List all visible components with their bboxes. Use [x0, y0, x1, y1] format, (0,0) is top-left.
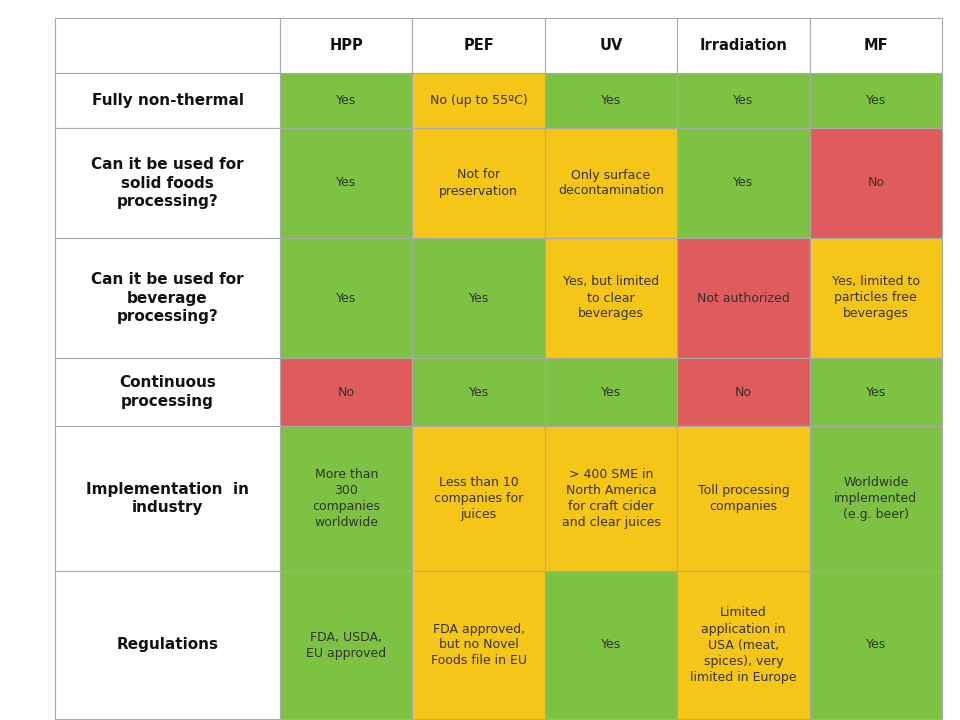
Bar	[809, 73, 942, 128]
Text: No: No	[735, 385, 752, 398]
Bar	[677, 426, 809, 571]
Text: FDA approved,
but no Novel
Foods file in EU: FDA approved, but no Novel Foods file in…	[431, 623, 527, 667]
Text: Irradiation: Irradiation	[700, 38, 787, 53]
Text: FDA, USDA,
EU approved: FDA, USDA, EU approved	[306, 631, 386, 660]
Bar	[280, 18, 413, 73]
Text: No: No	[867, 176, 884, 189]
Bar	[413, 358, 544, 426]
Text: Worldwide
implemented
(e.g. beer): Worldwide implemented (e.g. beer)	[834, 476, 918, 521]
Bar	[677, 238, 809, 358]
Bar	[55, 73, 280, 128]
Bar	[413, 128, 544, 238]
Bar	[809, 18, 942, 73]
Bar	[280, 358, 413, 426]
Bar	[677, 571, 809, 719]
Bar	[280, 571, 413, 719]
Text: Not authorized: Not authorized	[697, 292, 790, 305]
Text: Regulations: Regulations	[116, 637, 219, 652]
Bar	[809, 426, 942, 571]
Bar	[280, 426, 413, 571]
Text: Yes: Yes	[733, 176, 754, 189]
Bar	[55, 238, 280, 358]
Text: MF: MF	[863, 38, 888, 53]
Bar	[677, 18, 809, 73]
Bar	[544, 18, 677, 73]
Text: Less than 10
companies for
juices: Less than 10 companies for juices	[434, 476, 523, 521]
Bar	[280, 128, 413, 238]
Bar	[413, 571, 544, 719]
Bar	[413, 18, 544, 73]
Text: Yes: Yes	[468, 292, 489, 305]
Text: No: No	[338, 385, 354, 398]
Text: Yes: Yes	[336, 94, 356, 107]
Text: > 400 SME in
North America
for craft cider
and clear juices: > 400 SME in North America for craft cid…	[562, 468, 660, 529]
Text: Can it be used for
beverage
processing?: Can it be used for beverage processing?	[91, 272, 244, 324]
Text: Yes: Yes	[601, 639, 621, 652]
Text: PEF: PEF	[464, 38, 494, 53]
Bar	[280, 73, 413, 128]
Text: HPP: HPP	[329, 38, 363, 53]
Text: UV: UV	[599, 38, 623, 53]
Bar	[544, 73, 677, 128]
Bar	[677, 128, 809, 238]
Text: Implementation  in
industry: Implementation in industry	[86, 482, 249, 516]
Bar	[413, 73, 544, 128]
Text: Yes: Yes	[336, 292, 356, 305]
Text: Can it be used for
solid foods
processing?: Can it be used for solid foods processin…	[91, 157, 244, 209]
Text: Toll processing
companies: Toll processing companies	[698, 484, 789, 513]
Text: Yes: Yes	[468, 385, 489, 398]
Text: Yes: Yes	[601, 94, 621, 107]
Bar	[413, 426, 544, 571]
Text: Yes: Yes	[866, 94, 886, 107]
Bar	[544, 128, 677, 238]
Bar	[809, 238, 942, 358]
Bar	[55, 128, 280, 238]
Text: Limited
application in
USA (meat,
spices), very
limited in Europe: Limited application in USA (meat, spices…	[690, 606, 797, 683]
Text: Fully non-thermal: Fully non-thermal	[91, 93, 244, 108]
Text: Yes, limited to
particles free
beverages: Yes, limited to particles free beverages	[831, 276, 920, 320]
Bar	[55, 571, 280, 719]
Bar	[55, 358, 280, 426]
Bar	[809, 358, 942, 426]
Text: Not for
preservation: Not for preservation	[439, 168, 518, 197]
Bar	[544, 238, 677, 358]
Text: Yes: Yes	[866, 639, 886, 652]
Text: Yes: Yes	[866, 385, 886, 398]
Bar	[55, 18, 280, 73]
Bar	[809, 128, 942, 238]
Text: Continuous
processing: Continuous processing	[119, 375, 216, 409]
Bar	[280, 238, 413, 358]
Bar	[544, 571, 677, 719]
Text: Yes: Yes	[336, 176, 356, 189]
Text: No (up to 55ºC): No (up to 55ºC)	[430, 94, 527, 107]
Bar	[809, 571, 942, 719]
Text: Yes, but limited
to clear
beverages: Yes, but limited to clear beverages	[563, 276, 660, 320]
Bar	[544, 358, 677, 426]
Text: Only surface
decontamination: Only surface decontamination	[558, 168, 664, 197]
Bar	[544, 426, 677, 571]
Text: More than
300
companies
worldwide: More than 300 companies worldwide	[312, 468, 380, 529]
Text: Yes: Yes	[733, 94, 754, 107]
Bar	[55, 426, 280, 571]
Bar	[413, 238, 544, 358]
Bar	[677, 358, 809, 426]
Text: Yes: Yes	[601, 385, 621, 398]
Bar	[677, 73, 809, 128]
